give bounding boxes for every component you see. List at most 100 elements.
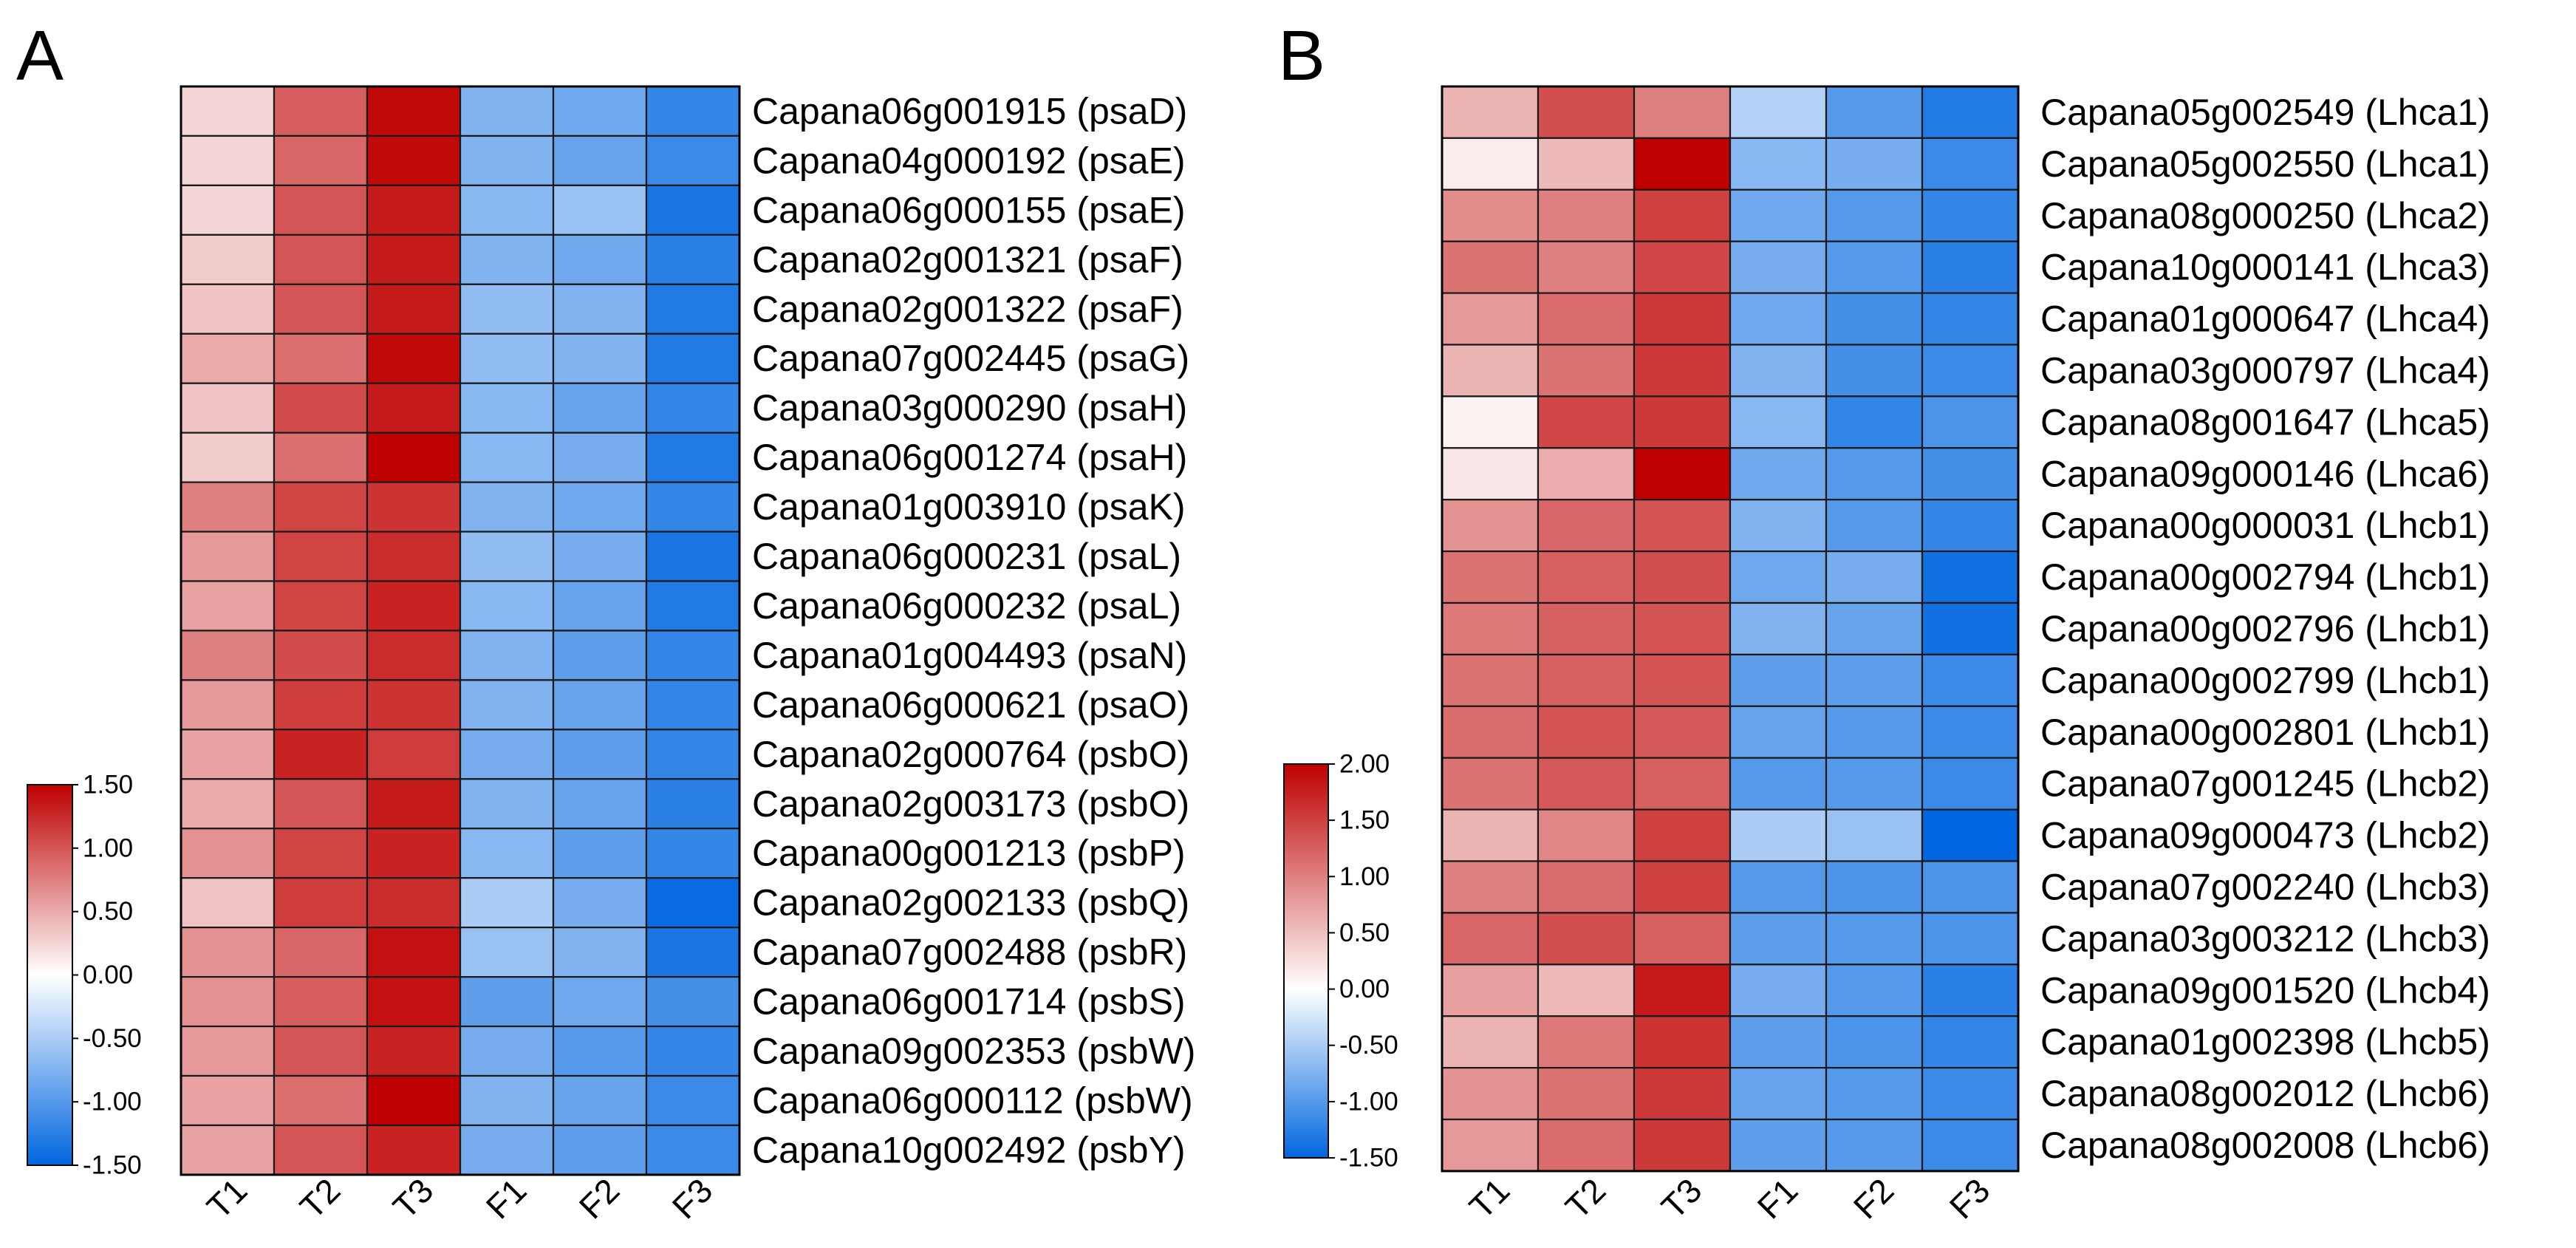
heatmap-cell-b-r12-f3 xyxy=(1921,653,2020,707)
column-label-a-t1: T1 xyxy=(199,1171,255,1227)
heatmap-cell-a-r17-f1 xyxy=(459,877,555,929)
heatmap-cell-b-r4-t1 xyxy=(1441,240,1540,294)
heatmap-cell-b-r6-t1 xyxy=(1441,344,1540,398)
heatmap-cell-b-r7-f2 xyxy=(1825,395,1924,449)
heatmap-cell-b-r21-t1 xyxy=(1441,1118,1540,1173)
heatmap-cell-a-r5-t3 xyxy=(366,283,462,335)
heatmap-cell-a-r21-f3 xyxy=(645,1074,741,1127)
heatmap-cell-a-r20-f3 xyxy=(645,1025,741,1077)
heatmap-cell-b-r15-t3 xyxy=(1633,808,1732,862)
heatmap-cell-a-r20-f1 xyxy=(459,1025,555,1077)
heatmap-cell-a-r1-f3 xyxy=(645,85,741,137)
heatmap-cell-a-r16-f1 xyxy=(459,828,555,879)
heatmap-cell-a-r14-t3 xyxy=(366,729,462,780)
heatmap-cell-a-r7-t3 xyxy=(366,382,462,434)
heatmap-cell-b-r16-t1 xyxy=(1441,860,1540,914)
heatmap-cell-b-r4-f1 xyxy=(1729,240,1828,294)
heatmap-cell-a-r16-f2 xyxy=(552,828,648,879)
colorbar-tick-label-a-2: 1.00 xyxy=(83,833,133,862)
heatmap-cell-a-r20-t1 xyxy=(180,1025,276,1077)
heatmap-cell-b-r6-t2 xyxy=(1537,344,1636,398)
heatmap-cell-a-r8-f1 xyxy=(459,432,555,483)
heatmap-cell-a-r10-t1 xyxy=(180,531,276,582)
heatmap-cell-b-r7-t2 xyxy=(1537,395,1636,449)
heatmap-cell-a-r4-t2 xyxy=(273,233,369,285)
heatmap-cell-a-r8-t3 xyxy=(366,432,462,483)
heatmap-cell-b-r9-t1 xyxy=(1441,499,1540,553)
heatmap-cell-b-r12-t2 xyxy=(1537,653,1636,707)
row-label-a-3: Capana06g000155 (psaE) xyxy=(752,189,1186,231)
colorbar-tick-label-a-5: -0.50 xyxy=(83,1024,142,1053)
heatmap-cell-b-r2-f3 xyxy=(1921,137,2020,191)
heatmap-cell-b-r15-f1 xyxy=(1729,808,1828,862)
colorbar-a: 1.50 1.00 0.50 0.00 -0.50 -1.00 -1.50 xyxy=(27,771,142,1180)
heatmap-cell-b-r11-f3 xyxy=(1921,601,2020,656)
heatmap-cell-b-r10-t2 xyxy=(1537,550,1636,604)
heatmap-cell-a-r3-f3 xyxy=(645,184,741,236)
row-label-a-9: Capana01g003910 (psaK) xyxy=(752,486,1186,528)
heatmap-cell-b-r21-t3 xyxy=(1633,1118,1732,1173)
heatmap-cell-b-r21-t2 xyxy=(1537,1118,1636,1173)
heatmap-cell-b-r18-t3 xyxy=(1633,964,1732,1017)
row-label-a-8: Capana06g001274 (psaH) xyxy=(752,437,1187,478)
row-label-b-8: Capana09g000146 (Lhca6) xyxy=(2040,453,2490,494)
row-label-b-7: Capana08g001647 (Lhca5) xyxy=(2040,401,2490,443)
heatmap-cell-b-r5-f3 xyxy=(1921,292,2020,346)
heatmap-cell-b-r11-t2 xyxy=(1537,601,1636,656)
heatmap-cell-a-r11-t1 xyxy=(180,580,276,632)
heatmap-cell-b-r10-f2 xyxy=(1825,550,1924,604)
column-label-b-f3: F3 xyxy=(1942,1171,1998,1227)
heatmap-cell-b-r14-t3 xyxy=(1633,757,1732,811)
row-label-b-16: Capana07g002240 (Lhcb3) xyxy=(2040,866,2490,907)
heatmap-cell-a-r3-t3 xyxy=(366,184,462,236)
heatmap-cell-b-r9-f2 xyxy=(1825,499,1924,553)
heatmap-cell-a-r1-t2 xyxy=(273,85,369,137)
heatmap-cell-b-r14-t2 xyxy=(1537,757,1636,811)
heatmap-cells-b xyxy=(1441,85,2020,1173)
row-label-a-12: Capana01g004493 (psaN) xyxy=(752,635,1187,676)
heatmap-cell-a-r21-t1 xyxy=(180,1074,276,1127)
heatmap-cell-a-r6-t3 xyxy=(366,333,462,384)
heatmap-cell-b-r8-t3 xyxy=(1633,447,1732,501)
heatmap-cell-a-r4-t1 xyxy=(180,233,276,285)
heatmap-cell-a-r22-f3 xyxy=(645,1124,741,1176)
column-label-a-t3: T3 xyxy=(386,1171,441,1227)
heatmap-cell-a-r11-t2 xyxy=(273,580,369,632)
heatmap-cell-a-r6-f1 xyxy=(459,333,555,384)
heatmap-cell-a-r10-t2 xyxy=(273,531,369,582)
heatmap-cell-a-r22-f2 xyxy=(552,1124,648,1176)
column-label-b-f2: F2 xyxy=(1846,1171,1902,1227)
heatmap-cell-a-r21-f1 xyxy=(459,1074,555,1127)
heatmap-cell-a-r8-f3 xyxy=(645,432,741,483)
heatmap-cell-b-r9-f1 xyxy=(1729,499,1828,553)
heatmap-cell-b-r11-t3 xyxy=(1633,601,1732,656)
heatmap-cell-b-r2-f1 xyxy=(1729,137,1828,191)
heatmap-cell-a-r15-t1 xyxy=(180,778,276,830)
row-label-a-10: Capana06g000231 (psaL) xyxy=(752,536,1181,577)
row-label-b-4: Capana10g000141 (Lhca3) xyxy=(2040,247,2490,288)
heatmap-cell-b-r13-f1 xyxy=(1729,705,1828,759)
heatmap-cell-a-r14-t1 xyxy=(180,729,276,780)
heatmap-cell-a-r12-f3 xyxy=(645,630,741,681)
row-label-b-17: Capana03g003212 (Lhcb3) xyxy=(2040,918,2490,959)
heatmap-cell-a-r7-f1 xyxy=(459,382,555,434)
heatmap-cell-a-r14-f3 xyxy=(645,729,741,780)
heatmap-cell-a-r3-t1 xyxy=(180,184,276,236)
heatmap-cell-b-r7-t3 xyxy=(1633,395,1732,449)
heatmap-cell-a-r20-t2 xyxy=(273,1025,369,1077)
row-label-a-1: Capana06g001915 (psaD) xyxy=(752,90,1187,132)
heatmap-cell-b-r8-f3 xyxy=(1921,447,2020,501)
heatmap-cell-a-r21-f2 xyxy=(552,1074,648,1127)
heatmap-cell-b-r10-f3 xyxy=(1921,550,2020,604)
heatmap-cell-a-r9-f1 xyxy=(459,481,555,533)
heatmap-cell-a-r16-t3 xyxy=(366,828,462,879)
column-label-a-f3: F3 xyxy=(665,1171,720,1227)
row-label-a-18: Capana07g002488 (psbR) xyxy=(752,932,1187,973)
heatmap-cell-b-r14-f1 xyxy=(1729,757,1828,811)
heatmap-cell-b-r6-f2 xyxy=(1825,344,1924,398)
heatmap-cell-b-r12-t3 xyxy=(1633,653,1732,707)
colorbar-tick-label-b-8: -1.50 xyxy=(1339,1144,1398,1173)
row-label-a-2: Capana04g000192 (psaE) xyxy=(752,140,1186,181)
heatmap-cell-a-r1-f2 xyxy=(552,85,648,137)
heatmap-cell-a-r18-t1 xyxy=(180,927,276,978)
